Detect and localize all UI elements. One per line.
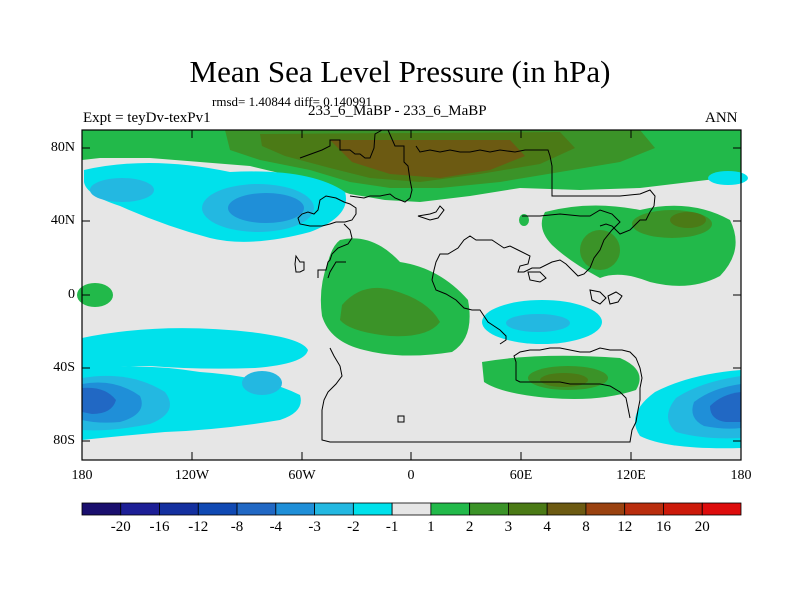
island-outline-2 [589,289,607,305]
colorbar-swatch [120,502,160,516]
colorbar [81,502,742,516]
neg2-north-pacific-w [90,178,154,202]
colorbar-swatch [159,502,199,516]
colorbar-label: -4 [269,519,283,535]
south-america-outline [321,347,643,443]
lon-label-120w: 120W [174,468,210,483]
colorbar-swatch [508,502,548,516]
stats-label: rmsd= 1.40844 diff= 0.140991 [212,94,372,109]
colorbar-label: 12 [617,519,633,535]
colorbar-label: 3 [504,519,513,535]
colorbar-swatch [236,502,277,516]
europe-outline [417,205,445,221]
colorbar-label: -12 [188,519,209,535]
lon-label-60e: 60E [509,468,533,483]
lon-label-180w: 180 [71,468,93,483]
africa-outline [431,279,507,345]
colorbar-swatch [430,502,471,516]
colorbar-label: 2 [465,519,474,535]
season-label: ANN [705,110,738,126]
pos4-north-core [330,140,525,178]
axis-ticks [82,130,741,460]
pos1-west-equator [77,283,113,307]
pos1-asia-small [519,214,529,226]
neg4-south-west [82,387,116,414]
colorbar-label: -1 [385,519,399,535]
colorbar-swatch [469,502,509,516]
colorbar-swatch [314,502,354,516]
colorbar-swatch [275,502,315,516]
colorbar-label: -20 [110,519,131,535]
map-title: Mean Sea Level Pressure (in hPa) [189,54,611,89]
colorbar-label: 8 [582,519,590,535]
lon-label-0: 0 [407,468,415,483]
colorbar-label: -16 [149,519,170,535]
lat-label-40n: 40N [50,213,75,228]
lon-label-60w: 60W [288,468,316,483]
island-outline-1 [527,271,547,283]
colorbar-swatch [624,502,664,516]
experiment-label: Expt = teyDv-texPv1 [83,110,211,126]
neg2-south-pacific-mid [242,371,282,395]
colorbar-swatch [352,502,393,516]
colorbar-label: 4 [543,519,551,535]
colorbar-label: -3 [308,519,321,535]
lat-label-0: 0 [68,287,75,302]
colorbar-swatch [585,502,626,516]
neg1-arctic-pacific [708,171,748,185]
pressure-field [77,130,748,449]
case-label: 233_6_MaBP - 233_6_MaBP [308,103,487,119]
neg1-south-pacific [82,328,308,372]
colorbar-swatch [663,502,703,516]
north-polar-outline [299,129,656,235]
colorbar-swatch [701,502,742,516]
eurasia-mid-outline [317,209,621,281]
neg4-southeast [710,392,741,422]
colorbar-swatch [546,502,587,516]
colorbar-swatch [81,502,122,516]
colorbar-label: 20 [694,519,710,535]
pos3-asia-east [670,212,706,228]
lon-label-180e: 180 [730,468,752,483]
north-america-outline [294,195,357,273]
neg2-indian-ocean [506,314,570,332]
lon-label-120e: 120E [616,468,646,483]
pos3-south-indian [540,373,588,387]
coastlines [294,129,656,443]
neg3-north-pacific [228,193,304,223]
island-outline-4 [397,415,405,423]
colorbar-label: -2 [347,519,360,535]
colorbar-label: 16 [655,519,671,535]
pos2-africa [340,287,440,337]
island-outline-3 [607,291,623,305]
colorbar-swatch [197,502,238,516]
colorbar-swatch [391,502,432,516]
lat-label-80s: 80S [53,433,75,448]
colorbar-label: 1 [427,519,435,535]
lat-label-80n: 80N [50,140,75,155]
colorbar-label: -8 [230,519,244,535]
lat-label-40s: 40S [53,360,75,375]
